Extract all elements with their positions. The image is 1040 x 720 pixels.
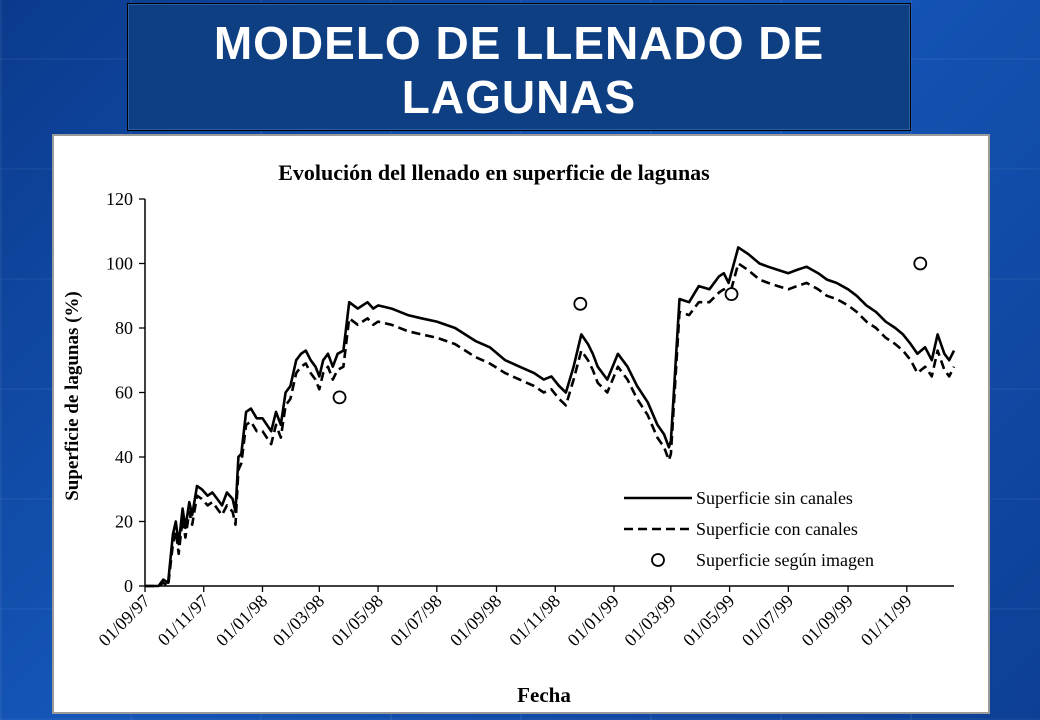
series-line-with-channels bbox=[145, 262, 956, 588]
legend: Superficie sin canales Superficie con can… bbox=[624, 488, 874, 570]
series-line-without-channels bbox=[145, 246, 956, 588]
y-axis-label: Superficie de lagunas (%) bbox=[62, 291, 83, 501]
x-tick-label: 01/11/97 bbox=[154, 591, 213, 650]
slide-title-line-2: LAGUNAS bbox=[401, 71, 637, 123]
x-tick-label: 01/07/99 bbox=[738, 591, 797, 650]
slide-title-line-1: MODELO DE LLENADO DE bbox=[213, 17, 825, 69]
legend-label: Superficie sin canales bbox=[696, 488, 853, 508]
image-observation-point bbox=[724, 287, 739, 302]
x-tick-label: 01/03/99 bbox=[620, 591, 679, 650]
x-tick-label: 01/11/98 bbox=[505, 591, 564, 650]
x-tick-label: 01/03/98 bbox=[269, 591, 328, 650]
slide-title-box: MODELO DE LLENADO DE LAGUNAS bbox=[127, 3, 911, 131]
x-tick-label: 01/05/99 bbox=[679, 591, 738, 650]
y-tick-label: 40 bbox=[115, 447, 133, 467]
x-tick-label: 01/09/99 bbox=[797, 591, 856, 650]
x-tick-label: 01/01/99 bbox=[563, 591, 622, 650]
x-tick-label: 01/05/98 bbox=[327, 591, 386, 650]
legend-label: Superficie según imagen bbox=[696, 550, 874, 570]
y-tick-label: 60 bbox=[115, 383, 133, 403]
image-observation-point bbox=[573, 296, 588, 311]
x-tick-label: 01/09/98 bbox=[446, 591, 505, 650]
line-chart: Evolución del llenado en superficie de l… bbox=[62, 160, 956, 707]
y-tick-label: 0 bbox=[124, 576, 133, 596]
x-tick-label: 01/09/97 bbox=[94, 591, 153, 650]
chart-title: Evolución del llenado en superficie de l… bbox=[278, 160, 710, 185]
chart-panel: Evolución del llenado en superficie de l… bbox=[52, 134, 990, 714]
x-axis-label: Fecha bbox=[517, 683, 571, 707]
image-observation-point bbox=[913, 256, 928, 271]
x-tick-label: 01/07/98 bbox=[386, 591, 445, 650]
x-tick-label: 01/01/98 bbox=[212, 591, 271, 650]
y-tick-label: 120 bbox=[106, 189, 133, 209]
x-tick-label: 01/11/99 bbox=[857, 591, 916, 650]
y-tick-label: 100 bbox=[106, 254, 133, 274]
image-observation-point bbox=[332, 390, 347, 405]
legend-marker bbox=[651, 553, 665, 567]
y-tick-label: 20 bbox=[115, 512, 133, 532]
slide-title: MODELO DE LLENADO DE LAGUNAS bbox=[128, 16, 910, 124]
y-axis-ticks: 0 20 40 60 80 100 120 bbox=[106, 189, 145, 596]
series-layer bbox=[145, 246, 956, 588]
y-tick-label: 80 bbox=[115, 318, 133, 338]
legend-label: Superficie con canales bbox=[696, 519, 858, 539]
